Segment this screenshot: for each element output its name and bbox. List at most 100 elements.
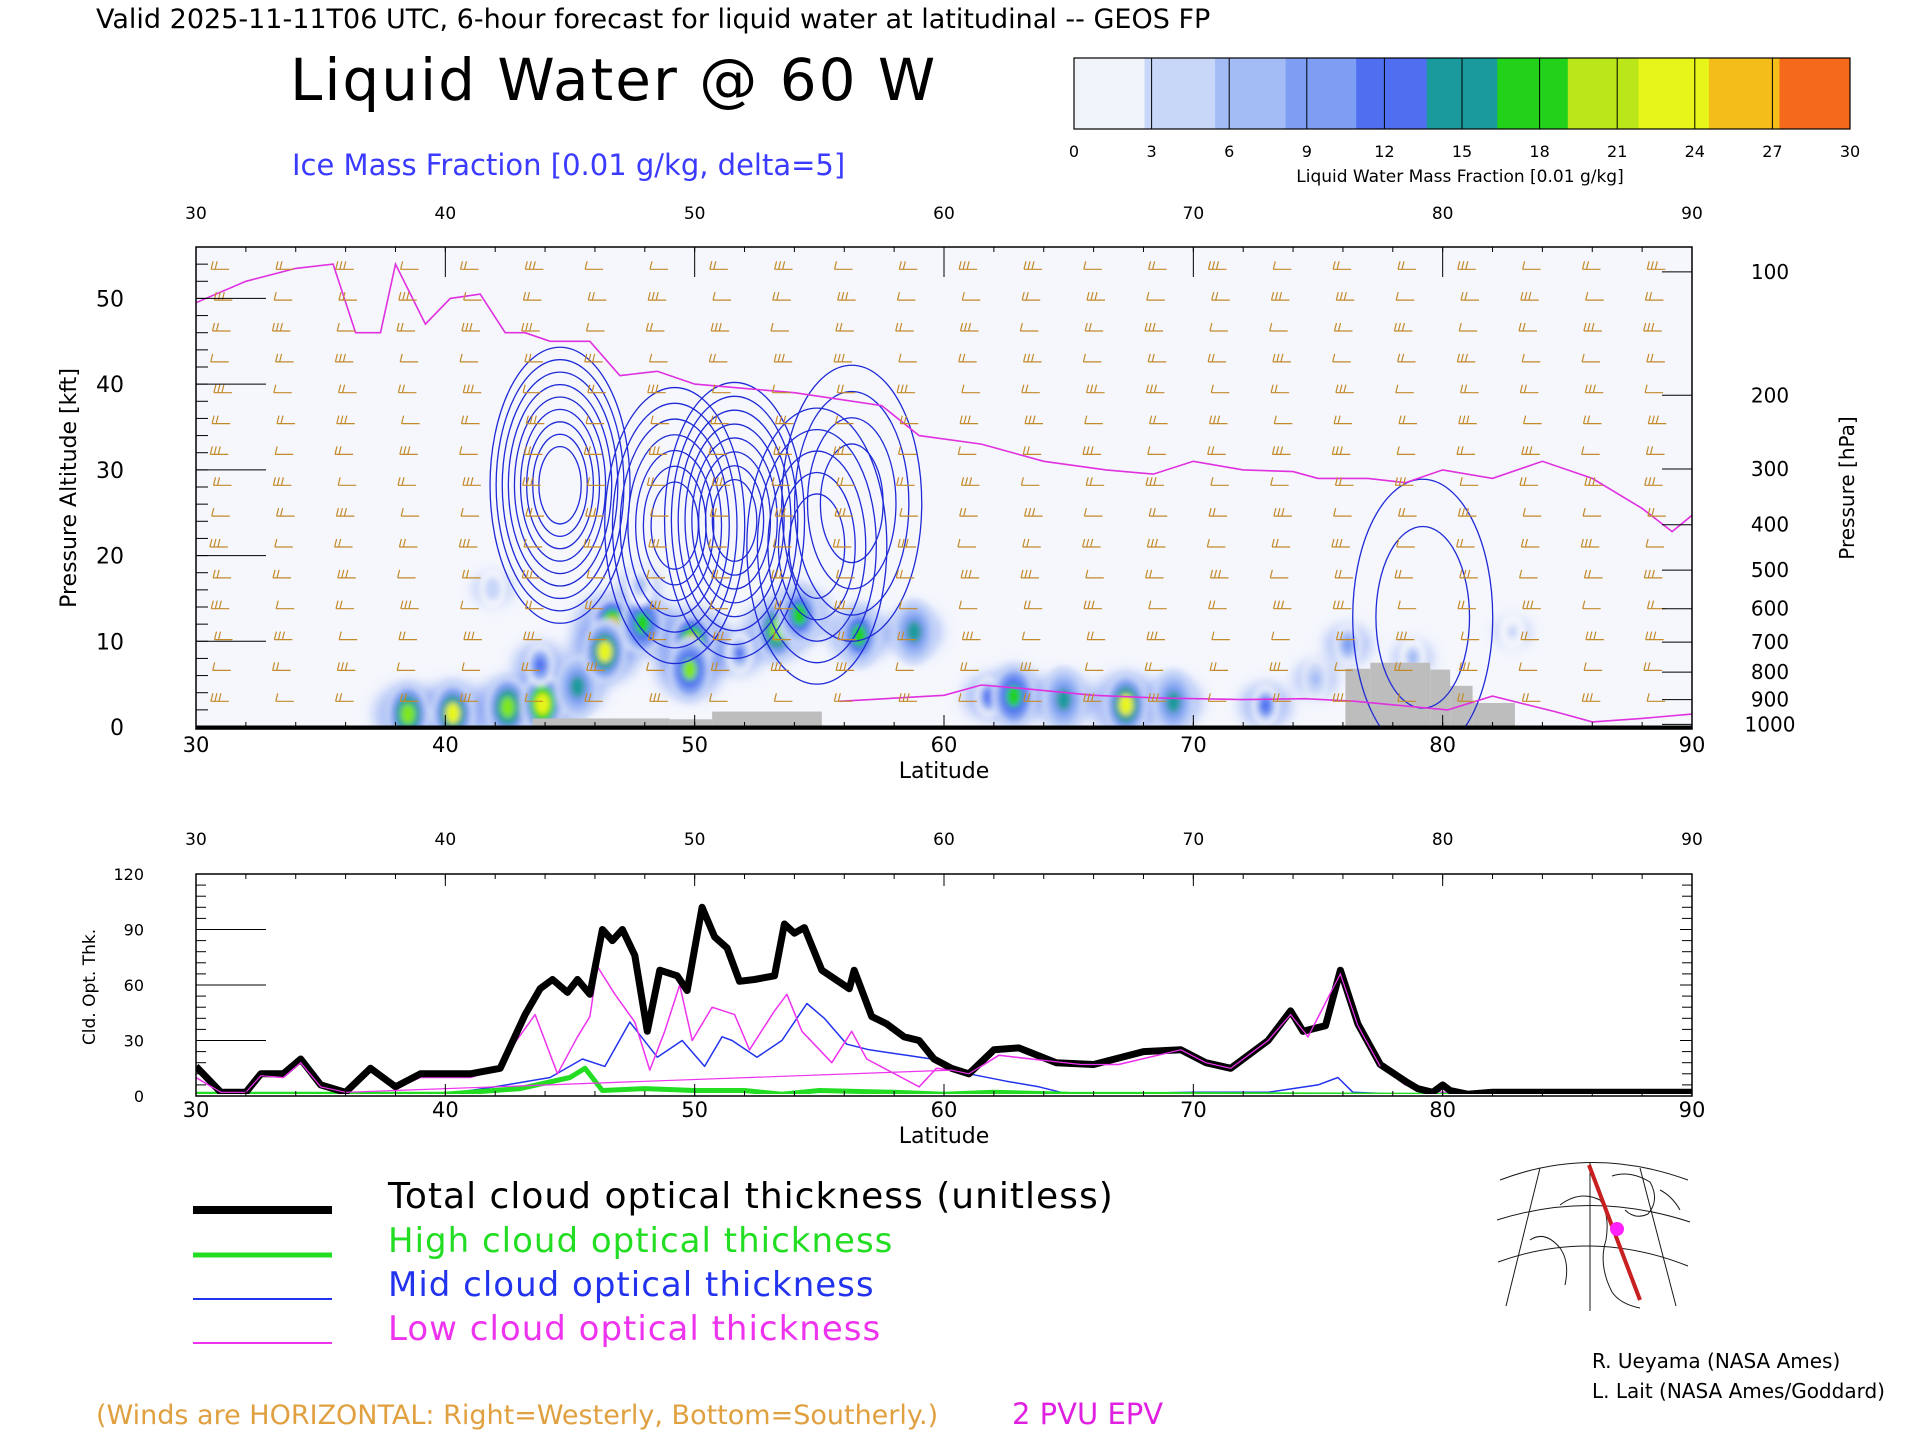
wind-barb	[835, 322, 854, 332]
section-y-tick-label: 30	[96, 459, 124, 484]
wind-barb	[334, 353, 354, 363]
wind-barb	[648, 446, 668, 455]
wind-barb	[587, 631, 607, 641]
ot-y-tick-label: 60	[124, 976, 144, 995]
wind-barb	[1147, 693, 1167, 702]
wind-barb	[712, 631, 732, 641]
wind-barb	[1271, 538, 1291, 548]
wind-barb	[398, 291, 417, 301]
section-x-tick-label: 50	[681, 733, 708, 757]
wind-barb	[1147, 353, 1167, 363]
wind-barb	[523, 538, 543, 548]
wind-barb	[896, 291, 916, 301]
ice-contour	[806, 417, 897, 590]
wind-barb	[525, 415, 545, 425]
wind-barb	[649, 600, 669, 610]
section-x-tick-label: 90	[1679, 733, 1706, 757]
ot-y-label: Cld. Opt. Thk.	[80, 929, 100, 1045]
wind-barb	[1643, 322, 1662, 332]
colorbar-tick-label: 0	[1069, 142, 1079, 161]
wind-barb	[646, 477, 666, 486]
wind-barb	[274, 446, 294, 455]
wind-barb	[899, 415, 919, 425]
colorbar-tick-label: 6	[1224, 142, 1234, 161]
liquid-water-blob	[570, 675, 585, 698]
wind-barb	[1145, 477, 1164, 486]
ice-contour	[507, 383, 613, 587]
wind-barb	[335, 693, 354, 702]
wind-barb	[586, 569, 606, 579]
wind-barb	[1518, 662, 1538, 672]
colorbar-cell	[1074, 58, 1146, 129]
wind-barb	[650, 415, 669, 425]
wind-barb	[959, 415, 979, 425]
wind-barb	[835, 569, 855, 579]
wind-barb	[1208, 415, 1228, 425]
wind-barb	[771, 569, 790, 579]
wind-barb	[961, 384, 980, 394]
wind-barb	[396, 322, 415, 332]
wind-barb	[1394, 569, 1413, 579]
wind-barb	[461, 662, 481, 672]
wind-barb	[1646, 261, 1666, 270]
wind-barb	[585, 322, 605, 332]
wind-barb	[957, 446, 977, 455]
wind-barb	[336, 415, 355, 425]
wind-barb	[833, 261, 853, 270]
pressure-tick-label: 100	[1751, 260, 1789, 284]
wind-barb	[1145, 569, 1164, 579]
legend-label-high: High cloud optical thickness	[388, 1221, 893, 1261]
ot-x-tick-label: 60	[931, 1098, 958, 1122]
wind-barb	[772, 291, 791, 301]
terrain-block	[1472, 703, 1515, 727]
colorbar-cell	[1638, 58, 1710, 129]
terrain-block	[1430, 669, 1451, 727]
wind-barb	[1519, 477, 1538, 486]
wind-barb	[1269, 662, 1288, 672]
liquid-water-blob	[488, 582, 498, 596]
ot-x-top-tick-label: 90	[1681, 830, 1703, 850]
wind-barb	[459, 261, 479, 270]
liquid-water-blob	[984, 690, 994, 704]
ot-low-overlay	[196, 972, 1381, 1093]
wind-barb	[1271, 446, 1291, 455]
wind-barb	[1331, 538, 1350, 548]
legend-label-total: Total cloud optical thickness (unitless)	[387, 1176, 1114, 1217]
wind-barb	[1457, 600, 1476, 610]
wind-barb	[1457, 693, 1476, 702]
ice-contour	[777, 471, 856, 621]
wind-barb	[1084, 662, 1104, 672]
wind-barb	[460, 507, 480, 517]
credit-lait: L. Lait (NASA Ames/Goddard)	[1592, 1379, 1885, 1403]
section-x-tick-label: 80	[1429, 733, 1456, 757]
wind-barb	[1209, 322, 1228, 332]
wind-barb	[276, 507, 295, 517]
valid-line: Valid 2025-11-11T06 UTC, 6-hour forecast…	[96, 4, 1210, 35]
wind-barb	[1456, 538, 1475, 548]
wind-barb	[274, 538, 293, 548]
wind-barb	[649, 261, 668, 270]
wind-barb	[1332, 693, 1351, 702]
wind-barb	[958, 261, 978, 270]
colorbar-cell	[1567, 58, 1639, 129]
wind-barb	[1398, 415, 1417, 425]
liquid-water-blob	[1343, 637, 1353, 652]
wind-barb	[709, 507, 729, 517]
ot-x-label: Latitude	[899, 1124, 990, 1149]
colorbar-tick-label: 30	[1840, 142, 1860, 161]
wind-barb	[586, 662, 605, 672]
wind-barb	[400, 261, 419, 270]
section-y-label: Pressure Altitude [kft]	[57, 368, 82, 608]
wind-barb	[587, 384, 606, 394]
wind-barb	[1397, 261, 1416, 270]
wind-barb	[584, 693, 603, 702]
wind-barb	[1585, 631, 1604, 641]
wind-barb	[1333, 322, 1353, 332]
wind-barb	[212, 662, 231, 672]
section-pressure-label: Pressure [hPa]	[1835, 416, 1859, 559]
wind-barb	[459, 693, 479, 702]
wind-barb	[1144, 322, 1163, 332]
wind-barb	[1019, 322, 1039, 332]
section-x-top-tick-label: 30	[185, 204, 207, 224]
colorbar-cell	[1779, 58, 1851, 129]
